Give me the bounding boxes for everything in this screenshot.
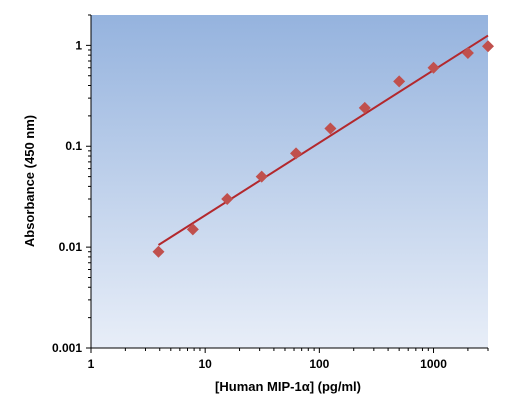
data-point <box>358 101 371 114</box>
axis-lines <box>90 15 488 349</box>
x-tick-label: 100 <box>309 357 329 371</box>
data-point <box>255 170 268 183</box>
y-axis-title: Absorbance (450 nm) <box>22 115 37 247</box>
data-point <box>290 147 303 160</box>
axis-tick-labels: 1 10 100 1000 0.001 0.01 0.1 1 <box>52 38 447 371</box>
data-point <box>324 122 337 135</box>
y-tick-label: 0.01 <box>59 240 83 254</box>
data-point <box>482 40 494 53</box>
x-tick-label: 10 <box>198 357 212 371</box>
y-tick-label: 0.1 <box>65 139 82 153</box>
x-axis-title: [Human MIP-1α] (pg/ml) <box>215 379 361 394</box>
plot-area <box>91 15 488 348</box>
y-tick-label: 0.001 <box>52 341 82 355</box>
data-point <box>221 192 234 205</box>
x-tick-label: 1000 <box>420 357 447 371</box>
data-points-layer <box>152 40 494 258</box>
data-point <box>461 47 474 60</box>
data-point <box>152 245 165 258</box>
data-point <box>427 61 440 74</box>
x-tick-label: 1 <box>88 357 95 371</box>
data-point <box>393 75 406 88</box>
y-tick-label: 1 <box>75 38 82 52</box>
data-point <box>186 223 199 236</box>
